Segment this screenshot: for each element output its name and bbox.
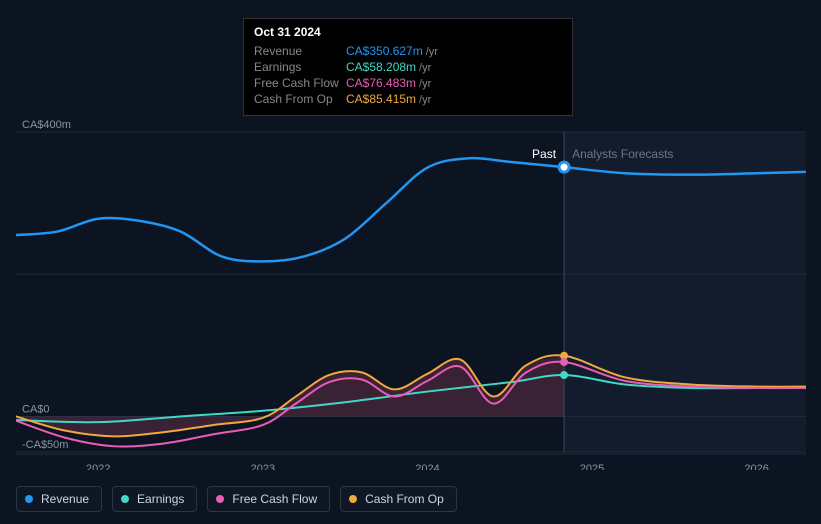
chart-tooltip: Oct 31 2024 RevenueCA$350.627m/yrEarning… xyxy=(243,18,573,116)
x-axis-label: 2024 xyxy=(415,463,439,470)
label-forecast: Analysts Forecasts xyxy=(572,147,673,161)
legend-dot xyxy=(349,495,357,503)
tooltip-metric-label: Revenue xyxy=(254,44,346,58)
tooltip-metric-unit: /yr xyxy=(419,78,431,90)
legend-item-earnings[interactable]: Earnings xyxy=(112,486,197,512)
legend-item-free-cash-flow[interactable]: Free Cash Flow xyxy=(207,486,330,512)
legend-dot xyxy=(216,495,224,503)
tooltip-metric-unit: /yr xyxy=(419,62,431,74)
y-axis-label: CA$400m xyxy=(22,120,71,131)
legend-dot xyxy=(25,495,33,503)
tooltip-metric-label: Cash From Op xyxy=(254,92,346,106)
tooltip-row: Cash From OpCA$85.415m/yr xyxy=(254,91,562,107)
chart-legend: Revenue Earnings Free Cash Flow Cash From O… xyxy=(16,486,457,512)
tooltip-metric-label: Free Cash Flow xyxy=(254,76,346,90)
x-axis-label: 2026 xyxy=(744,463,768,470)
y-axis-label: -CA$50m xyxy=(22,439,68,451)
legend-item-cash-from-op[interactable]: Cash From Op xyxy=(340,486,457,512)
tooltip-row: RevenueCA$350.627m/yr xyxy=(254,43,562,59)
financials-chart: CA$400m CA$0 -CA$50m 2022 2023 2024 2025 2026 Pa… xyxy=(16,120,806,470)
tooltip-metric-unit: /yr xyxy=(419,94,431,106)
legend-dot xyxy=(121,495,129,503)
legend-label: Free Cash Flow xyxy=(232,492,317,506)
x-axis-label: 2022 xyxy=(86,463,110,470)
tooltip-metric-unit: /yr xyxy=(426,46,438,58)
legend-label: Cash From Op xyxy=(365,492,444,506)
tooltip-row: Free Cash FlowCA$76.483m/yr xyxy=(254,75,562,91)
legend-label: Revenue xyxy=(41,492,89,506)
tooltip-metric-label: Earnings xyxy=(254,60,346,74)
tooltip-row: EarningsCA$58.208m/yr xyxy=(254,59,562,75)
x-axis-label: 2023 xyxy=(251,463,275,470)
tooltip-metric-value: CA$85.415m xyxy=(346,92,416,106)
tooltip-date: Oct 31 2024 xyxy=(254,25,562,43)
tooltip-metric-value: CA$76.483m xyxy=(346,76,416,90)
legend-label: Earnings xyxy=(137,492,184,506)
tooltip-metric-value: CA$350.627m xyxy=(346,44,423,58)
tooltip-metric-value: CA$58.208m xyxy=(346,60,416,74)
legend-item-revenue[interactable]: Revenue xyxy=(16,486,102,512)
y-axis-label: CA$0 xyxy=(22,403,50,415)
label-past: Past xyxy=(532,147,557,161)
x-axis-label: 2025 xyxy=(580,463,604,470)
